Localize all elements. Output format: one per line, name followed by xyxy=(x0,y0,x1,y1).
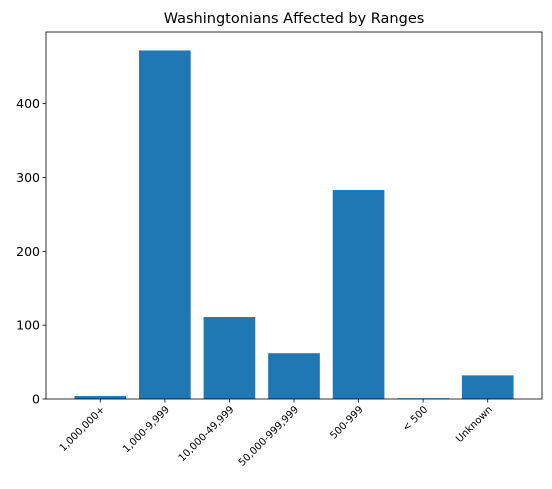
y-axis: 0 100 200 300 400 xyxy=(16,96,46,406)
x-tick-label-5: < 500 xyxy=(401,404,430,433)
x-tick-label-3: 50,000-999,999 xyxy=(237,404,301,468)
y-tick-label-2: 200 xyxy=(16,244,40,259)
bar-0 xyxy=(74,396,126,399)
x-tick-label-6: Unknown xyxy=(454,404,495,445)
y-tick-label-4: 400 xyxy=(16,96,40,111)
bar-2 xyxy=(204,317,256,399)
y-tick-label-3: 300 xyxy=(16,170,40,185)
x-tick-label-0: 1,000,000+ xyxy=(58,404,108,454)
x-tick-label-1: 1,000-9,999 xyxy=(121,404,172,455)
plot-frame xyxy=(46,32,542,399)
x-axis: 1,000,000+ 1,000-9,999 10,000-49,999 50,000… xyxy=(58,399,495,469)
y-tick-label-0: 0 xyxy=(32,392,40,407)
bar-6 xyxy=(462,375,514,399)
bar-4 xyxy=(333,190,385,399)
bars xyxy=(74,50,513,399)
bar-1 xyxy=(139,50,191,399)
y-tick-label-1: 100 xyxy=(16,318,40,333)
x-tick-label-2: 10,000-49,999 xyxy=(177,404,237,464)
chart-title: Washingtonians Affected by Ranges xyxy=(164,11,425,27)
bar-3 xyxy=(268,353,320,399)
x-tick-label-4: 500-999 xyxy=(328,404,365,441)
